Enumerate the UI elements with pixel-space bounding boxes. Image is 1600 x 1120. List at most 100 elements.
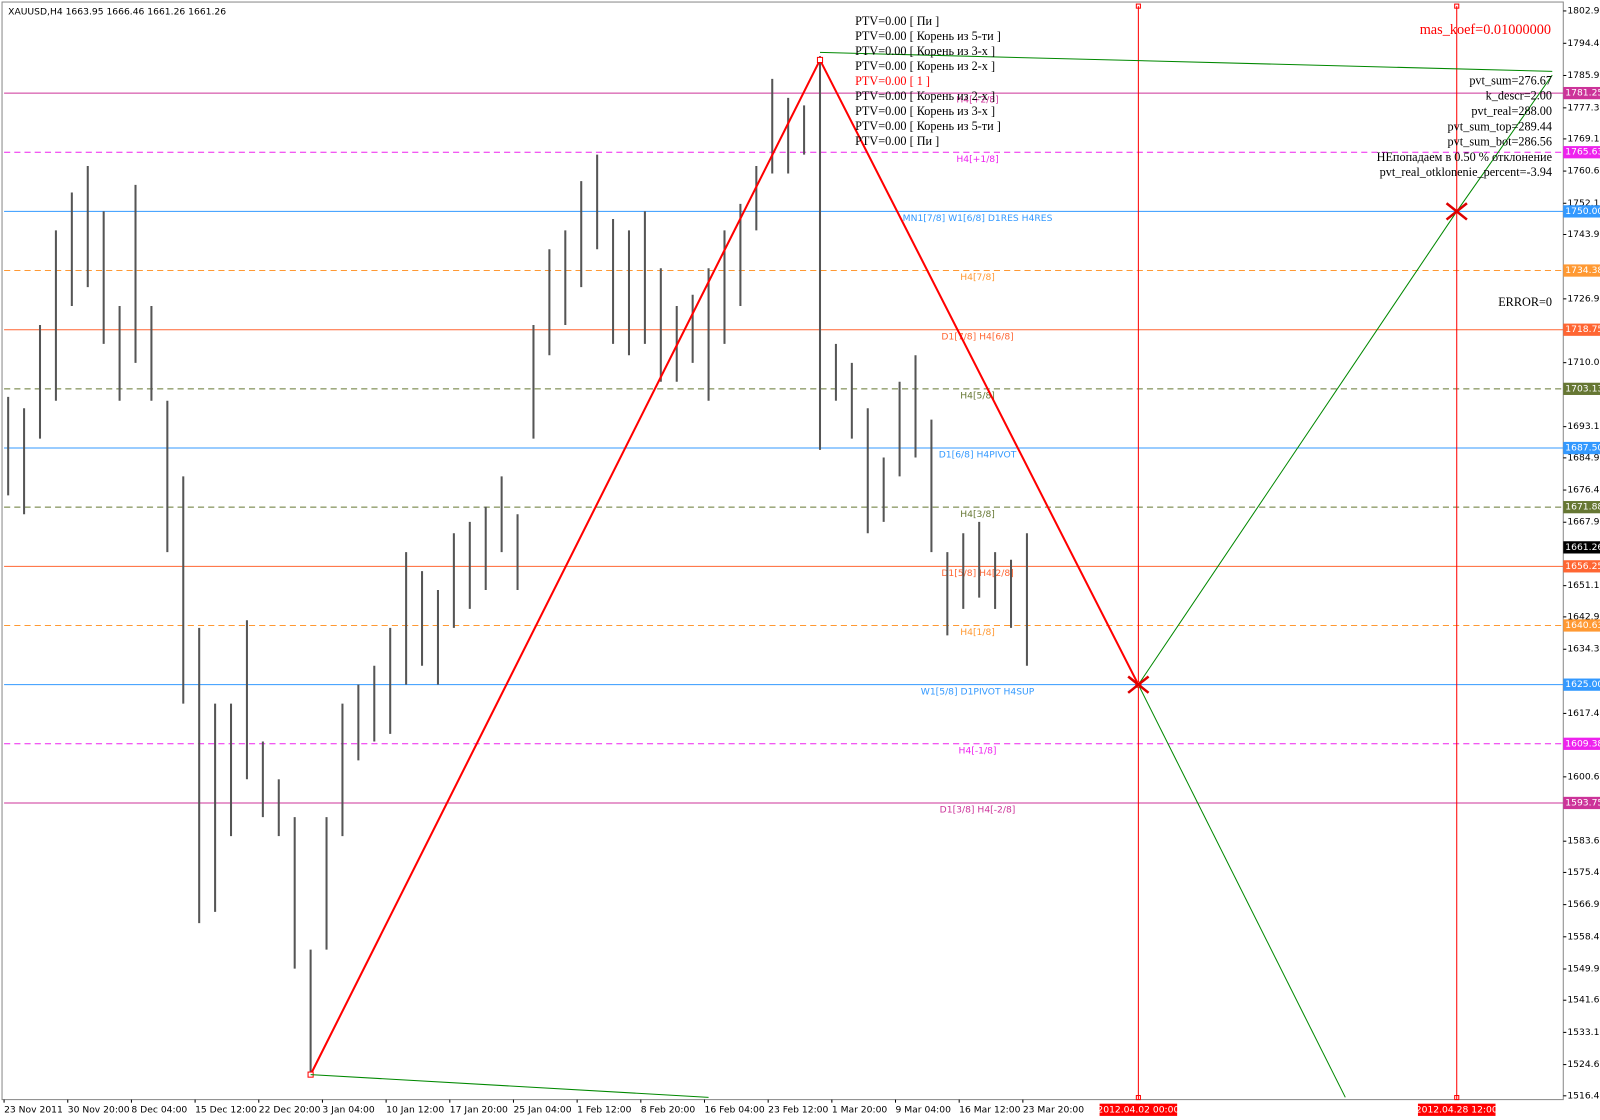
- time-marker-square: [1454, 1095, 1460, 1101]
- y-tick-label: 1651.15: [1567, 580, 1600, 591]
- time-label-box: [1417, 1103, 1496, 1116]
- y-tick-label: 1710.05: [1567, 357, 1600, 368]
- level-name: H4[7/8]: [960, 272, 995, 283]
- level-name: H4[-1/8]: [959, 745, 997, 756]
- level-price-label: 1640.63: [1565, 620, 1600, 631]
- ptv-label: PTV=0.00 [ Корень из 5-ти ]: [855, 119, 1001, 133]
- level-price-label: 1734.38: [1565, 265, 1600, 276]
- level-name: W1[5/8] D1PIVOT H4SUP: [921, 686, 1035, 697]
- level-price-label: 1750.00: [1565, 206, 1600, 217]
- stat-label: pvt_sum_top=289.44: [1448, 119, 1552, 133]
- y-tick-label: 1693.15: [1567, 421, 1600, 432]
- stat-label: НЕпопадаем в 0.50 % отклонение: [1377, 150, 1552, 164]
- level-name: MN1[7/8] W1[6/8] D1RES H4RES: [903, 213, 1053, 224]
- y-tick-label: 1583.65: [1567, 836, 1600, 847]
- y-tick-label: 1794.40: [1567, 38, 1600, 49]
- trend-line: [819, 51, 1553, 72]
- x-tick-label: 2012.04.02 00:00: [1097, 1104, 1179, 1115]
- level-price-label: 1765.63: [1565, 147, 1600, 158]
- y-tick-label: 1617.40: [1567, 708, 1600, 719]
- level-price-label: 1593.75: [1565, 797, 1600, 808]
- level-price-label: 1687.50: [1565, 443, 1600, 454]
- level-price-box: [1563, 205, 1600, 218]
- level-price-label: 1703.13: [1565, 383, 1600, 394]
- y-tick-label: 1769.15: [1567, 133, 1600, 144]
- level-price-box: [1563, 560, 1600, 573]
- x-tick-label: 15 Dec 12:00: [195, 1104, 257, 1115]
- level-price-label: 1671.88: [1565, 502, 1600, 513]
- chart-title: XAUUSD,H4 1663.95 1666.46 1661.26 1661.2…: [8, 7, 226, 18]
- ptv-label: PTV=0.00 [ Корень из 3-х ]: [855, 44, 995, 58]
- level-price-box: [1563, 86, 1600, 100]
- ptv-label: PTV=0.00 [ Корень из 5-ти ]: [855, 29, 1001, 43]
- level-name: H4[3/8]: [960, 509, 995, 520]
- x-tick-label: 2012.04.28 12:00: [1416, 1104, 1498, 1115]
- y-tick-label: 1667.90: [1567, 517, 1600, 528]
- x-tick-label: 23 Mar 20:00: [1023, 1104, 1084, 1115]
- y-tick-label: 1760.65: [1567, 166, 1600, 177]
- y-tick-label: 1516.40: [1567, 1090, 1600, 1101]
- y-tick-label: 1676.40: [1567, 485, 1600, 496]
- x-tick-label: 23 Feb 12:00: [768, 1104, 828, 1115]
- y-tick-label: 1684.90: [1567, 452, 1600, 463]
- cross-marker: [1445, 202, 1468, 221]
- plot-frame: [1, 1, 1564, 1101]
- pivot-square: [816, 56, 824, 64]
- level-price-label: 1718.75: [1565, 324, 1600, 335]
- x-tick-label: 10 Jan 12:00: [386, 1104, 444, 1115]
- level-name: D1[5/8] H4[2/8]: [941, 568, 1013, 579]
- stat-label: pvt_real_otklonenie_percent=-3.94: [1380, 165, 1552, 179]
- level-price-box: [1563, 382, 1600, 395]
- level-name: D1[7/8] H4[6/8]: [941, 331, 1013, 342]
- stat-label: pvt_sum_bot=286.56: [1448, 135, 1552, 149]
- ptv-label: PTV=0.00 [ Пи ]: [855, 134, 939, 148]
- y-tick-label: 1642.90: [1567, 611, 1600, 622]
- y-tick-label: 1558.40: [1567, 931, 1600, 942]
- trend-line: [310, 1074, 709, 1098]
- x-tick-label: 3 Jan 04:00: [322, 1104, 374, 1115]
- x-tick-label: 1 Mar 20:00: [832, 1104, 888, 1115]
- level-price-box: [1563, 619, 1600, 632]
- x-tick-label: 1 Feb 12:00: [577, 1104, 632, 1115]
- y-tick-label: 1600.65: [1567, 771, 1600, 782]
- x-tick-label: 8 Feb 20:00: [641, 1104, 696, 1115]
- stat-label: pvt_real=288.00: [1471, 104, 1552, 118]
- y-tick-label: 1777.35: [1567, 102, 1600, 113]
- level-price-label: 1609.38: [1565, 738, 1600, 749]
- y-tick-label: 1752.15: [1567, 198, 1600, 209]
- level-price-label: 1625.00: [1565, 679, 1600, 690]
- x-tick-label: 9 Mar 04:00: [896, 1104, 952, 1115]
- x-tick-label: 30 Nov 20:00: [68, 1104, 130, 1115]
- stat-label: k_descr=2.00: [1486, 89, 1552, 103]
- level-price-box: [1563, 737, 1600, 750]
- trend-line: [1137, 684, 1346, 1098]
- y-tick-label: 1802.95: [1567, 5, 1600, 16]
- y-tick-label: 1524.65: [1567, 1059, 1600, 1070]
- y-tick-label: 1743.90: [1567, 229, 1600, 240]
- y-tick-label: 1541.65: [1567, 995, 1600, 1006]
- x-tick-label: 8 Dec 04:00: [131, 1104, 187, 1115]
- level-price-box: [1563, 501, 1600, 514]
- level-price-label: 1656.25: [1565, 561, 1600, 572]
- y-tick-label: 1785.90: [1567, 70, 1600, 81]
- level-price-label: 1781.25: [1565, 88, 1600, 99]
- level-name: D1[3/8] H4[-2/8]: [940, 805, 1016, 816]
- x-tick-label: 25 Jan 04:00: [513, 1104, 571, 1115]
- level-price-box: [1563, 146, 1600, 159]
- time-marker-square: [1454, 3, 1460, 9]
- x-tick-label: 16 Mar 12:00: [959, 1104, 1020, 1115]
- x-tick-label: 23 Nov 2011: [4, 1104, 63, 1115]
- stat-label: pvt_sum=276.67: [1469, 73, 1552, 87]
- time-marker-square: [1135, 1095, 1141, 1101]
- y-tick-label: 1726.90: [1567, 293, 1600, 304]
- level-name: H4[5/8]: [960, 390, 995, 401]
- y-tick-label: 1566.90: [1567, 899, 1600, 910]
- ptv-label: PTV=0.00 [ Корень из 2-х ]: [855, 59, 995, 73]
- y-tick-label: 1549.90: [1567, 963, 1600, 974]
- y-tick-label: 1634.35: [1567, 644, 1600, 655]
- y-tick-label: 1575.40: [1567, 867, 1600, 878]
- level-name: H4[+1/8]: [956, 154, 998, 165]
- level-price-box: [1563, 323, 1600, 336]
- level-price-box: [1563, 264, 1600, 277]
